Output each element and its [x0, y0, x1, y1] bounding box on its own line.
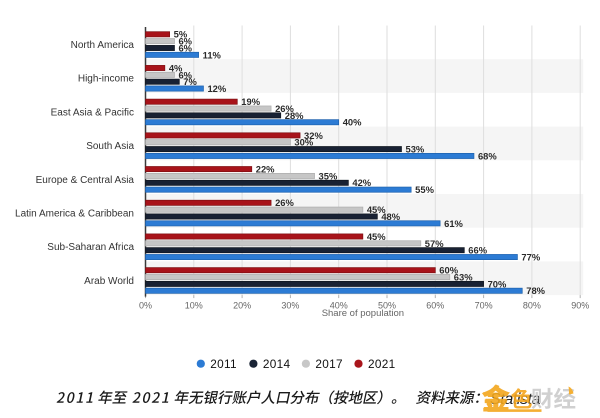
- svg-text:66%: 66%: [468, 245, 487, 256]
- svg-text:22%: 22%: [256, 164, 275, 175]
- svg-text:Share of population: Share of population: [322, 308, 404, 319]
- svg-text:Arab World: Arab World: [84, 276, 134, 287]
- svg-text:63%: 63%: [454, 271, 473, 282]
- svg-text:90%: 90%: [571, 301, 589, 311]
- svg-text:60%: 60%: [439, 265, 458, 276]
- svg-text:0%: 0%: [139, 301, 152, 311]
- svg-text:6%: 6%: [178, 42, 192, 53]
- svg-text:2011: 2011: [210, 357, 237, 371]
- svg-text:30%: 30%: [294, 137, 313, 148]
- svg-text:20%: 20%: [233, 301, 251, 311]
- svg-text:11%: 11%: [203, 49, 222, 60]
- svg-text:2021: 2021: [368, 357, 395, 371]
- svg-text:40%: 40%: [330, 301, 348, 311]
- svg-text:70%: 70%: [488, 278, 507, 289]
- svg-text:40%: 40%: [343, 117, 362, 128]
- svg-text:30%: 30%: [281, 301, 299, 311]
- svg-text:28%: 28%: [285, 110, 304, 121]
- svg-text:57%: 57%: [425, 238, 444, 249]
- svg-text:77%: 77%: [521, 251, 540, 262]
- svg-text:High-income: High-income: [78, 74, 135, 85]
- svg-text:26%: 26%: [275, 197, 294, 208]
- svg-text:7%: 7%: [183, 76, 197, 87]
- svg-text:19%: 19%: [241, 96, 260, 107]
- svg-text:55%: 55%: [415, 184, 434, 195]
- svg-text:53%: 53%: [405, 144, 424, 155]
- svg-text:12%: 12%: [207, 83, 226, 94]
- svg-text:48%: 48%: [381, 211, 400, 222]
- svg-text:68%: 68%: [478, 150, 497, 161]
- svg-text:10%: 10%: [185, 301, 203, 311]
- svg-text:5%: 5%: [174, 29, 188, 40]
- svg-text:South Asia: South Asia: [86, 141, 134, 152]
- svg-text:2017: 2017: [315, 357, 342, 371]
- svg-text:4%: 4%: [169, 62, 183, 73]
- svg-text:78%: 78%: [526, 285, 545, 296]
- svg-text:6%: 6%: [178, 69, 192, 80]
- svg-text:80%: 80%: [523, 301, 541, 311]
- svg-text:61%: 61%: [444, 218, 463, 229]
- svg-text:60%: 60%: [426, 301, 444, 311]
- svg-text:42%: 42%: [352, 177, 371, 188]
- svg-text:26%: 26%: [275, 103, 294, 114]
- svg-text:6%: 6%: [178, 36, 192, 47]
- svg-text:North America: North America: [71, 40, 135, 51]
- svg-text:2014: 2014: [263, 357, 291, 371]
- svg-text:35%: 35%: [319, 170, 338, 181]
- svg-text:East Asia & Pacific: East Asia & Pacific: [51, 107, 134, 118]
- svg-text:Sub-Saharan Africa: Sub-Saharan Africa: [47, 242, 134, 253]
- svg-text:45%: 45%: [367, 231, 386, 242]
- svg-text:32%: 32%: [304, 130, 323, 141]
- svg-text:Europe & Central Asia: Europe & Central Asia: [36, 175, 135, 186]
- svg-text:Latin America & Caribbean: Latin America & Caribbean: [15, 208, 134, 219]
- svg-text:45%: 45%: [367, 204, 386, 215]
- svg-text:50%: 50%: [378, 301, 396, 311]
- svg-text:70%: 70%: [475, 301, 493, 311]
